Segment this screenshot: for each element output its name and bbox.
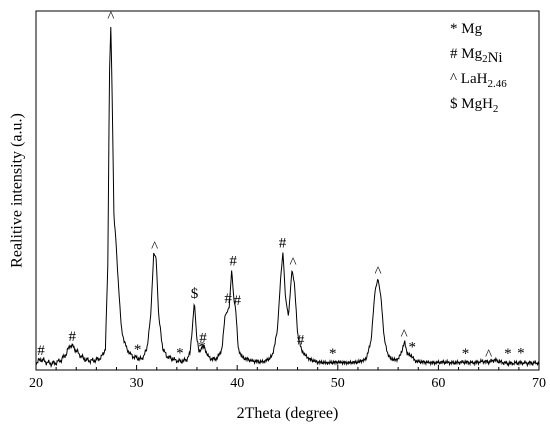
legend-label: Mg — [461, 21, 482, 37]
peak-marker: * — [134, 342, 142, 358]
peak-marker: # — [229, 253, 237, 269]
peak-marker: $ — [191, 286, 199, 302]
peak-marker: * — [408, 340, 416, 356]
x-tick-label: 20 — [29, 376, 43, 391]
peak-marker: ^ — [107, 10, 114, 26]
peak-marker: # — [279, 236, 287, 252]
x-axis-ticks: 20 30 40 50 60 70 — [29, 365, 546, 391]
legend-entry: ^ LaH2.46 — [450, 71, 507, 90]
legend-subscript: 2 — [493, 103, 499, 115]
legend-label: Mg — [461, 46, 482, 62]
x-axis-title: 2Theta (degree) — [237, 405, 339, 422]
peak-marker: * — [517, 345, 525, 361]
legend-label: Ni — [488, 50, 503, 66]
legend-symbol: $ — [450, 96, 461, 112]
series-layer — [35, 26, 540, 369]
peak-marker: # — [297, 332, 305, 348]
plot-frame — [35, 10, 540, 371]
legend-entry: # Mg2Ni — [450, 46, 503, 66]
peak-marker: ^ — [375, 264, 382, 280]
peak-annotations: ##^*^*$#*####^#*^^* * ^ * * — [37, 10, 524, 364]
peak-marker: # — [199, 331, 207, 347]
x-tick-label: 30 — [130, 376, 144, 391]
legend-symbol: ^ — [450, 71, 461, 87]
xrd-pattern-line — [35, 26, 540, 369]
peak-marker: * — [176, 345, 184, 361]
y-axis-title: Realitive intensity (a.u.) — [9, 113, 26, 268]
peak-marker: * — [504, 346, 512, 362]
peak-marker: * — [198, 340, 206, 356]
x-tick-label: 70 — [532, 376, 546, 391]
legend-subscript: 2 — [482, 53, 488, 65]
legend-entry: $ MgH2 — [450, 96, 498, 115]
peak-marker: ^ — [151, 239, 158, 255]
peak-marker: ^ — [485, 347, 492, 363]
legend: * Mg# Mg2Ni^ LaH2.46$ MgH2 — [450, 21, 507, 115]
peak-marker: # — [37, 343, 45, 359]
legend-label: MgH — [461, 96, 493, 112]
peak-marker: ^ — [290, 255, 297, 271]
legend-label: LaH — [461, 71, 488, 87]
x-tick-label: 50 — [331, 376, 345, 391]
legend-subscript: 2.46 — [487, 78, 507, 90]
x-tick-label: 40 — [230, 376, 244, 391]
peak-marker: # — [233, 293, 241, 309]
peak-marker: # — [68, 329, 76, 345]
peak-marker: * — [329, 346, 337, 362]
peak-marker: # — [224, 291, 232, 307]
legend-entry: * Mg — [450, 21, 483, 37]
x-tick-label: 60 — [431, 376, 445, 391]
peak-marker: * — [462, 346, 470, 362]
peak-marker: ^ — [401, 327, 408, 343]
legend-symbol: * — [450, 21, 461, 37]
legend-symbol: # — [450, 46, 461, 62]
